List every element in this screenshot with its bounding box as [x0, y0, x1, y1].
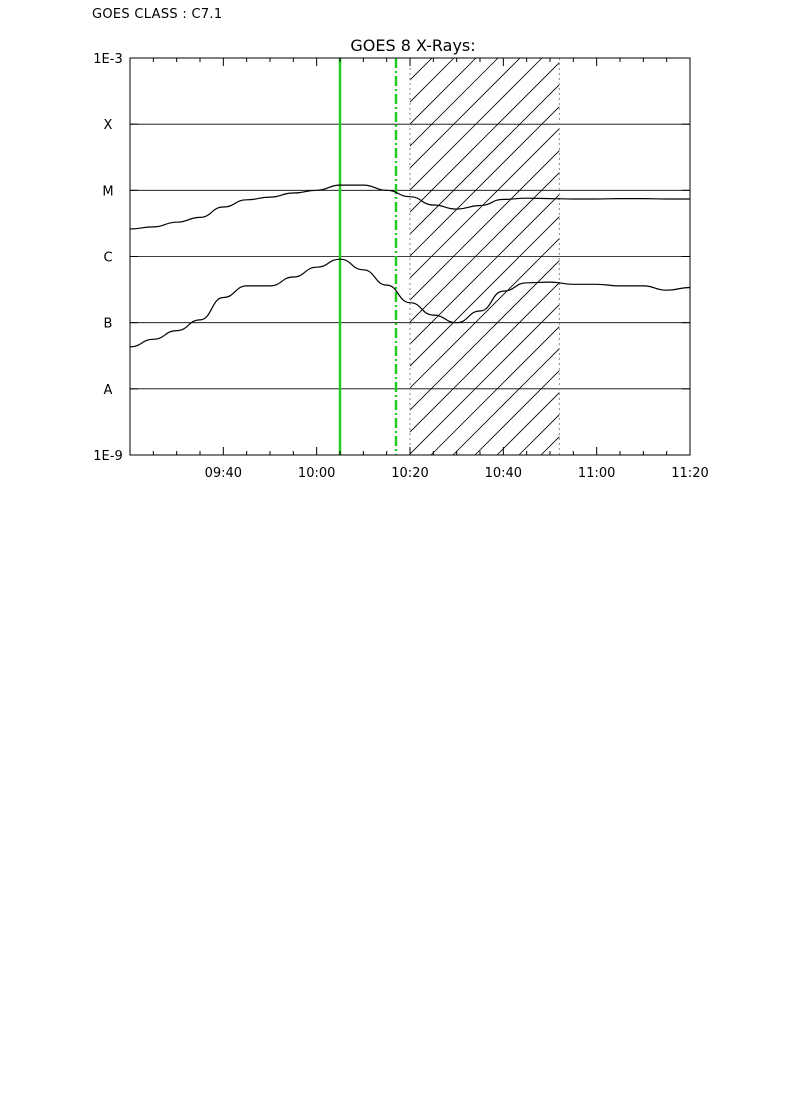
- x-tick-label: 09:40: [205, 466, 242, 481]
- series-line-upper: [130, 184, 690, 230]
- hatch-line: [410, 282, 560, 433]
- y-tick-labels: 1E-3 X M C B A 1E-9: [93, 52, 122, 464]
- x-tick-label: 10:40: [485, 466, 522, 481]
- hatch-line: [410, 58, 499, 147]
- hatch-line: [410, 260, 560, 411]
- x-tick-label: 11:20: [671, 466, 708, 481]
- hatch-line: [410, 194, 560, 345]
- time-markers: [338, 58, 560, 455]
- hatch-line: [410, 150, 560, 301]
- hatch-line: [410, 58, 543, 191]
- y-tick-label: X: [104, 118, 113, 133]
- x-tick-labels: 09:40 10:00 10:20 10:40 11:00 11:20: [205, 466, 709, 481]
- hatch-line: [430, 326, 560, 455]
- hatch-line: [452, 348, 560, 455]
- hatch-line: [410, 128, 560, 279]
- hatch-line: [410, 304, 560, 455]
- hatch-line: [410, 238, 560, 389]
- hatched-interval: [410, 58, 560, 455]
- goes-class-label: GOES CLASS : C7.1: [92, 7, 223, 22]
- y-tick-label: 1E-3: [93, 52, 122, 67]
- series-line-lower: [130, 258, 690, 348]
- x-tick-label: 11:00: [578, 466, 615, 481]
- axis-ticks: [129, 57, 691, 456]
- x-tick-label: 10:00: [298, 466, 335, 481]
- hatch-line: [410, 58, 521, 169]
- hatch-line: [410, 62, 560, 213]
- y-tick-label: 1E-9: [93, 449, 122, 464]
- y-tick-label: C: [103, 251, 112, 266]
- y-tick-label: B: [104, 317, 113, 332]
- hatch-line: [474, 370, 560, 455]
- chart-title: GOES 8 X-Rays:: [350, 36, 475, 55]
- hatch-line: [410, 216, 560, 367]
- hatch-line: [410, 106, 560, 257]
- y-tick-label: M: [102, 184, 113, 199]
- y-tick-label: A: [104, 383, 113, 398]
- series-lines: [130, 184, 690, 348]
- x-tick-label: 10:20: [391, 466, 428, 481]
- hatch-line: [410, 172, 560, 323]
- hatch-line: [410, 84, 560, 235]
